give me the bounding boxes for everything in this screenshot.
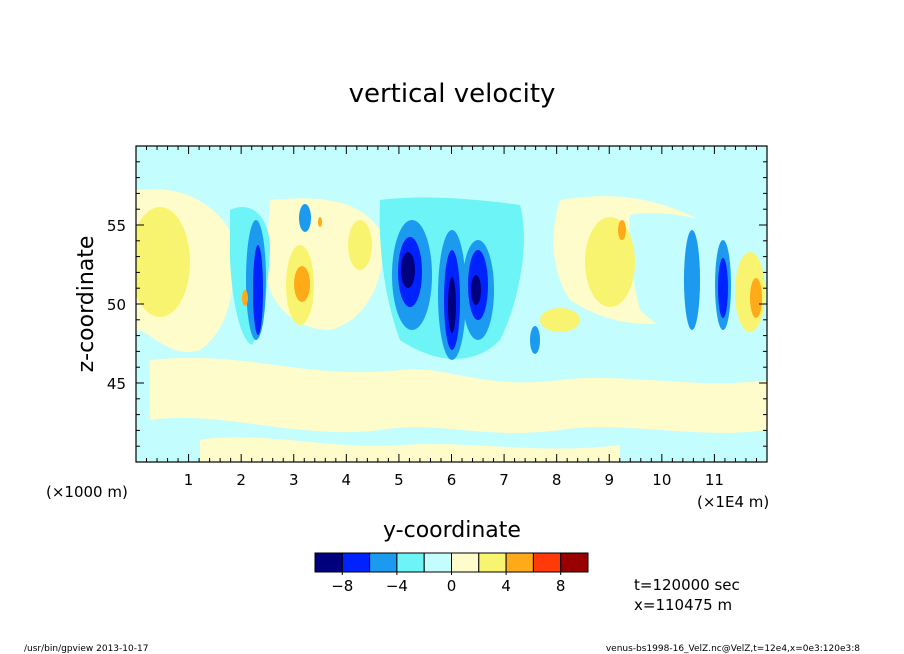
field-region-warm (242, 290, 248, 306)
colorbar-label: 4 (501, 577, 511, 595)
x-tick-label: 7 (499, 471, 509, 489)
x-tick-label: 9 (604, 471, 614, 489)
field-region-warm (585, 217, 635, 307)
field-region-cool (718, 258, 728, 318)
x-tick-label: 5 (394, 471, 404, 489)
y-tick-label: 55 (107, 217, 126, 235)
colorbar-label: −4 (386, 577, 408, 595)
footer-right: venus-bs1998-16_VelZ.nc@VelZ,t=12e4,x=0e… (606, 644, 860, 654)
field-region-warm (318, 217, 322, 227)
x-axis-label: y-coordinate (383, 518, 521, 543)
colorbar-swatch (478, 552, 507, 573)
colorbar-label: 8 (556, 577, 566, 595)
y-tick-label: 50 (107, 296, 126, 314)
x-tick-label: 10 (652, 471, 671, 489)
x-tick-label: 3 (289, 471, 299, 489)
footer-left: /usr/bin/gpview 2013-10-17 (24, 644, 148, 654)
field-region-warm (136, 207, 190, 317)
colorbar: −8 −4 0 4 8 (314, 552, 589, 595)
chart-title: vertical velocity (349, 79, 556, 109)
position-annotation: x=110475 m (634, 596, 732, 614)
colorbar-swatch (505, 552, 534, 573)
colorbar-label: 0 (447, 577, 457, 595)
colorbar-swatch (532, 552, 562, 573)
field-region-warm (150, 357, 767, 433)
field-region-cool (253, 245, 263, 335)
colorbar-swatch (423, 552, 453, 573)
x-tick-label: 11 (705, 471, 724, 489)
y-axis: 45 50 55 (107, 145, 767, 463)
x-tick-label: 2 (236, 471, 246, 489)
colorbar-label: −8 (331, 577, 353, 595)
colorbar-swatch (341, 552, 371, 573)
x-axis: 1 2 3 4 5 6 7 8 9 10 11 (135, 146, 768, 489)
y-tick-label: 45 (107, 375, 126, 393)
field-region-cool (684, 230, 700, 330)
x-tick-label: 1 (184, 471, 194, 489)
colorbar-swatch (560, 552, 589, 573)
x-units-right: (×1E4 m) (697, 493, 769, 511)
field-region-warm (540, 308, 580, 332)
x-tick-label: 6 (447, 471, 457, 489)
colorbar-swatch (369, 552, 398, 573)
time-annotation: t=120000 sec (634, 576, 740, 594)
field-region-cool (401, 252, 415, 288)
field-region-warm (750, 278, 762, 318)
field-region-warm (348, 220, 372, 270)
y-axis-label: z-coordinate (74, 236, 99, 373)
x-tick-label: 4 (342, 471, 352, 489)
colorbar-swatch (451, 552, 480, 573)
x-units-left: (×1000 m) (46, 483, 128, 501)
field-region-warm (294, 266, 310, 302)
field-region-warm (200, 437, 620, 462)
field-region-cool (299, 204, 311, 232)
velocity-field (136, 146, 767, 462)
x-tick-label: 8 (552, 471, 562, 489)
field-region-cool (448, 277, 456, 333)
field-region-cool (530, 326, 540, 354)
colorbar-swatch (396, 552, 425, 573)
colorbar-swatch (314, 552, 343, 573)
field-region-warm (618, 220, 626, 240)
field-region-cool (471, 275, 481, 305)
